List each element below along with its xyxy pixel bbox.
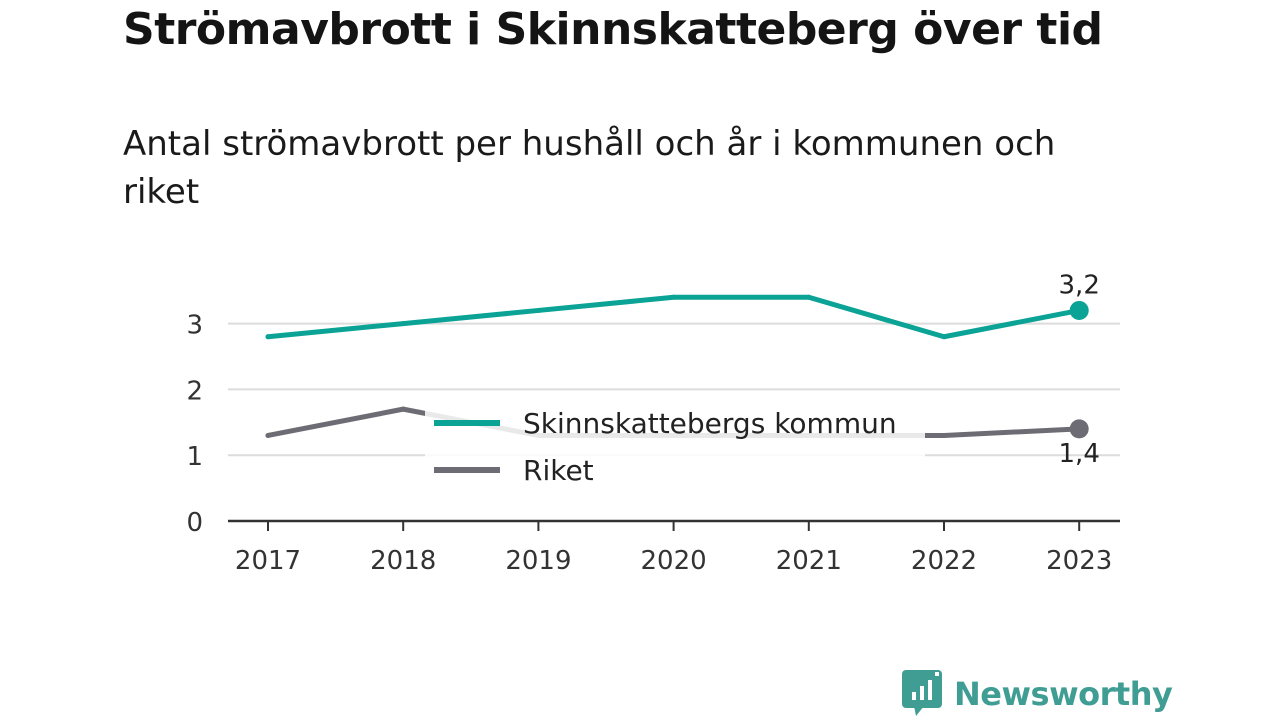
x-tick-label: 2017 [235,546,301,576]
chart-subtitle: Antal strömavbrott per hushåll och år i … [123,124,1056,212]
data-point [400,406,406,412]
data-point [1069,419,1089,439]
x-tick-label: 2019 [505,546,571,576]
y-tick-label: 0 [186,508,203,538]
x-tick-label: 2021 [776,546,842,576]
data-point [265,334,271,340]
y-tick-label: 3 [186,311,203,341]
x-tick-label: 2020 [641,546,707,576]
chart-title: Strömavbrott i Skinnskatteberg över tid [123,4,1103,55]
x-tick-label: 2022 [911,546,977,576]
series-line [265,294,1082,340]
data-point [1069,300,1089,320]
x-tick-label: 2023 [1046,546,1112,576]
data-label: 3,2 [1059,270,1100,300]
legend-box [425,398,925,492]
data-point [265,432,271,438]
y-tick-label: 1 [186,442,203,472]
data-point [671,294,677,300]
data-point [806,294,812,300]
brand-name: Newsworthy [954,675,1173,713]
legend-label: Riket [523,454,594,487]
data-point [941,334,947,340]
data-label: 1,4 [1059,439,1100,469]
legend-label: Skinnskattebergs kommun [523,407,897,440]
x-tick-label: 2018 [370,546,436,576]
newsworthy-logo-icon [902,670,942,716]
data-point [941,432,947,438]
y-tick-label: 2 [186,376,203,406]
data-point [535,307,541,313]
data-point [400,321,406,327]
brand-logo: Newsworthy [902,670,1173,718]
